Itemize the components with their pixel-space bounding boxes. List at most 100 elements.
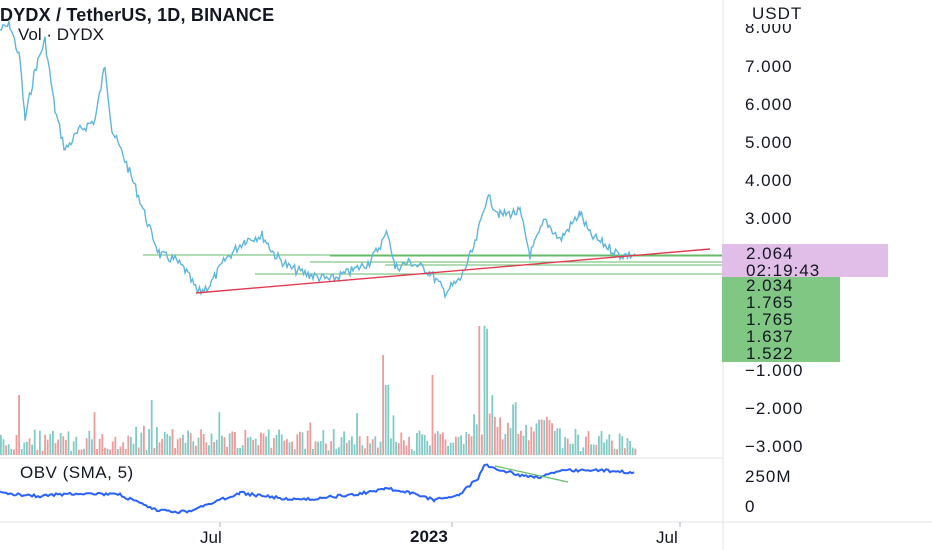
volume-bar [306, 430, 309, 455]
volume-bar [140, 432, 143, 455]
volume-bar [390, 438, 392, 455]
trendline[interactable] [195, 248, 711, 294]
volume-bar [330, 441, 332, 455]
volume-bar [39, 430, 41, 455]
time-label-jul: Jul [656, 528, 678, 547]
volume-bar [470, 436, 473, 455]
volume-bar [267, 429, 270, 455]
volume-bar [434, 433, 436, 455]
volume-bar [174, 447, 176, 455]
volume-bar [98, 438, 101, 455]
volume-bar [322, 430, 325, 455]
volume-bar [533, 431, 535, 455]
volume-bar [275, 434, 278, 455]
volume-bar [616, 449, 618, 455]
volume-bar [278, 429, 280, 455]
volume-bar [72, 441, 75, 455]
volume-bar [166, 433, 169, 455]
volume-bar [176, 439, 179, 455]
volume-bar [189, 433, 192, 455]
volume-bar [192, 441, 195, 455]
volume-bar [119, 446, 122, 455]
volume-bar [312, 449, 314, 455]
volume-bar [460, 435, 462, 455]
volume-bar [527, 440, 530, 455]
volume-bar [364, 448, 366, 455]
volume-bar [291, 441, 293, 455]
volume-bar [78, 449, 80, 455]
obv-label[interactable]: OBV (SMA, 5) [20, 463, 134, 482]
volume-bar [286, 439, 288, 455]
volume-bar [608, 434, 611, 455]
volume-bar [0, 434, 2, 455]
volume-bar [462, 444, 465, 455]
currency-label[interactable]: USDT [752, 4, 803, 23]
volume-bar [221, 435, 223, 455]
volume-bar [293, 449, 296, 455]
volume-bar [179, 437, 182, 455]
volume-bar [309, 422, 312, 455]
volume-bar [553, 431, 556, 455]
volume-bar [205, 442, 208, 455]
volume-bar [67, 431, 70, 455]
volume-bar [96, 449, 98, 455]
level-badge[interactable]: 1.522 [722, 345, 840, 362]
volume-bar [475, 424, 478, 455]
volume-bar [304, 448, 306, 455]
volume-bar [26, 441, 28, 455]
volume-bar [223, 437, 226, 455]
volume-bar [546, 416, 548, 455]
volume-bar [356, 413, 358, 455]
volume-bar [317, 441, 319, 455]
volume-bar [247, 437, 249, 455]
volume-bar [361, 445, 364, 455]
volume-bar [234, 432, 236, 455]
volume-bar [260, 432, 262, 455]
price-tick-3: 3.000 [745, 209, 793, 228]
symbol-title[interactable]: DYDX / TetherUS, 1D, BINANCE [0, 5, 275, 25]
volume-bar [122, 442, 124, 455]
volume-bar [624, 448, 626, 455]
volume-bar [488, 413, 491, 455]
level-badge[interactable]: 1.765 [722, 311, 840, 328]
volume-bar [457, 437, 460, 455]
level-badge[interactable]: 1.637 [722, 328, 840, 345]
volume-bar [31, 444, 33, 455]
volume-bar [444, 439, 447, 455]
volume-bar [200, 429, 202, 455]
volume-bar [319, 441, 322, 455]
volume-bar [182, 434, 184, 455]
level-badge[interactable]: 1.765 [722, 294, 840, 311]
volume-bar [629, 441, 631, 455]
volume-bar [520, 430, 522, 455]
current-price-value: 2.064 [746, 244, 794, 263]
volume-bar [603, 442, 605, 455]
volume-bar [280, 434, 283, 455]
volume-bar [631, 447, 634, 455]
volume-bar [416, 433, 418, 455]
volume-bar [127, 435, 130, 455]
volume-bar [572, 443, 574, 455]
volume-bar [585, 436, 587, 455]
volume-bar [265, 436, 267, 455]
volume-bar [408, 436, 410, 455]
volume-bar [111, 441, 114, 455]
level-badge[interactable]: 2.034 [722, 277, 840, 294]
volume-bar [439, 434, 442, 455]
volume-bar [496, 426, 499, 455]
obv-trendline[interactable] [494, 465, 569, 483]
volume-bar [499, 417, 501, 455]
current-price-badge[interactable]: 2.064 02:19:43 [722, 244, 888, 279]
volume-bar [371, 439, 374, 455]
volume-bar [80, 449, 83, 455]
volume-bar [525, 424, 527, 455]
volume-bar [564, 437, 566, 455]
volume-bar [236, 447, 239, 455]
volume-bar [148, 429, 150, 455]
volume-bar [52, 430, 54, 455]
volume-bar [473, 414, 475, 455]
volume-bar [252, 440, 254, 455]
volume-bar [353, 444, 356, 455]
volume-label[interactable]: Vol · DYDX [18, 25, 104, 44]
